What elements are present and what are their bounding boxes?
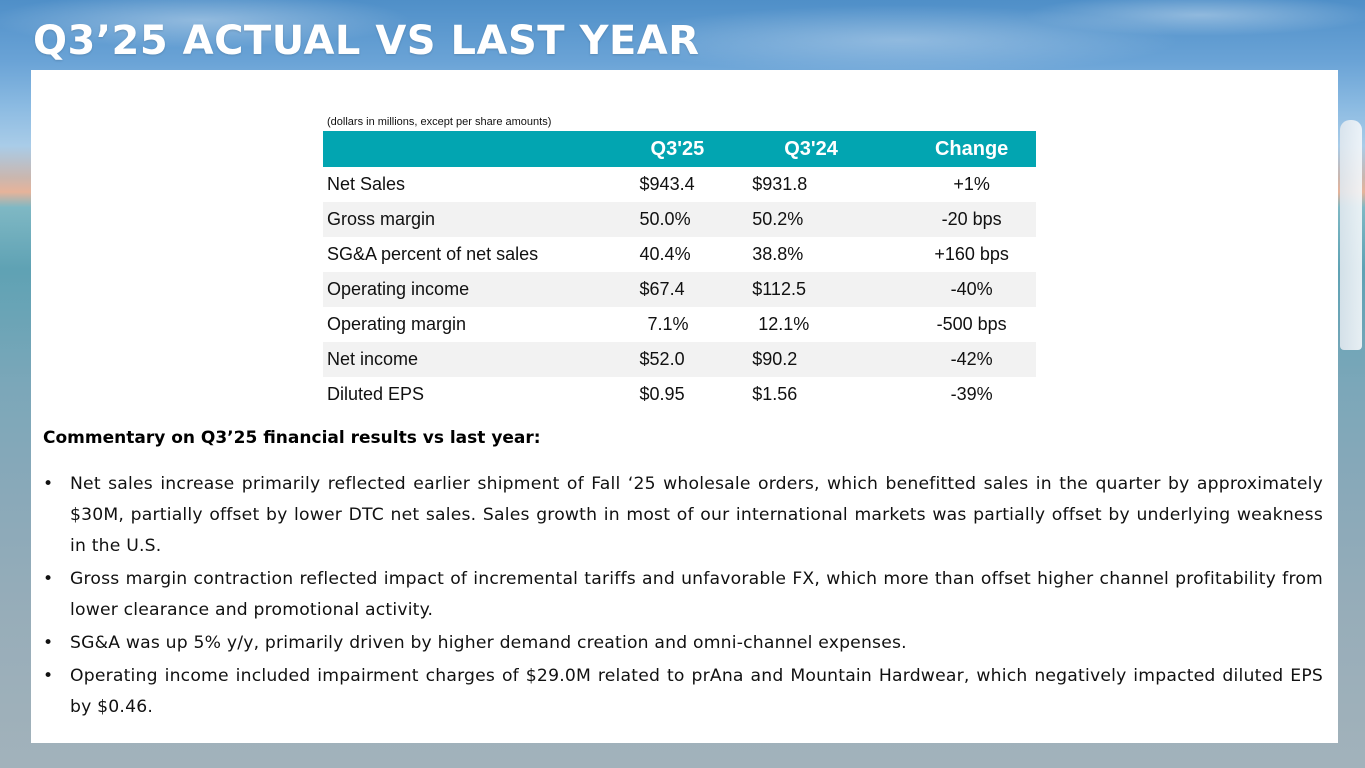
commentary-bullet-list: • Net sales increase primarily reflected… xyxy=(43,469,1323,723)
commentary-title: Commentary on Q3’25 financial results vs… xyxy=(43,428,541,448)
row-label: Operating income xyxy=(323,272,640,307)
row-label: Gross margin xyxy=(323,202,640,237)
row-change-value: +160 bps xyxy=(934,244,1009,264)
bullet-icon: • xyxy=(43,569,54,589)
row-change-value: -20 bps xyxy=(907,202,1036,237)
bullet-text: Gross margin contraction reflected impac… xyxy=(70,569,1323,620)
financial-results-table: Q3'25 Q3'24 Change Net Sales $943.4 $931… xyxy=(323,131,1036,412)
row-q3-25-value: $67.4 xyxy=(639,272,753,307)
commentary-bullet-gross-margin: • Gross margin contraction reflected imp… xyxy=(43,564,1323,626)
header-change: Change xyxy=(907,131,1036,167)
units-note: (dollars in millions, except per share a… xyxy=(327,116,552,128)
header-label xyxy=(323,131,640,167)
bullet-icon: • xyxy=(43,474,54,494)
bullet-icon: • xyxy=(43,666,54,686)
content-panel: (dollars in millions, except per share a… xyxy=(31,70,1338,743)
bullet-icon: • xyxy=(43,633,54,653)
row-q3-25-value: 7.1% xyxy=(647,314,689,334)
row-q3-24-value: $931.8 xyxy=(752,174,808,194)
background-figure xyxy=(1340,120,1362,350)
table-header-row: Q3'25 Q3'24 Change xyxy=(323,131,1036,167)
row-q3-24-value: 12.1% xyxy=(758,314,810,334)
table-row-gross-margin: Gross margin 50.0% 50.2% -20 bps xyxy=(323,202,1036,237)
row-q3-24-value: 50.2% xyxy=(752,202,908,237)
row-label: Net Sales xyxy=(327,174,406,194)
table-row-operating-income: Operating income $67.4 $112.5 -40% xyxy=(323,272,1036,307)
header-q3-25: Q3'25 xyxy=(639,131,753,167)
table-row-operating-margin: Operating margin 7.1% 12.1% -500 bps xyxy=(323,307,1036,342)
row-label: SG&A percent of net sales xyxy=(327,244,539,264)
table-row-net-income: Net income $52.0 $90.2 -42% xyxy=(323,342,1036,377)
row-q3-25-value: 40.4% xyxy=(639,244,691,264)
row-q3-24-value: $1.56 xyxy=(752,384,798,404)
table-row-diluted-eps: Diluted EPS $0.95 $1.56 -39% xyxy=(323,377,1036,412)
row-change-value: -42% xyxy=(907,342,1036,377)
row-q3-24-value: $90.2 xyxy=(752,342,908,377)
table-row-sga-percent: SG&A percent of net sales 40.4% 38.8% +1… xyxy=(323,237,1036,272)
row-change-value: -39% xyxy=(950,384,993,404)
header-q3-24: Q3'24 xyxy=(752,131,908,167)
commentary-bullet-sga: • SG&A was up 5% y/y, primarily driven b… xyxy=(43,628,1323,659)
financial-table-section: (dollars in millions, except per share a… xyxy=(323,114,1036,412)
page-title: Q3’25 ACTUAL VS LAST YEAR xyxy=(33,18,700,64)
row-q3-24-value: $112.5 xyxy=(752,272,908,307)
row-q3-24-value: 38.8% xyxy=(752,244,804,264)
row-label: Net income xyxy=(323,342,640,377)
bullet-text: Net sales increase primarily reflected e… xyxy=(70,474,1323,556)
row-q3-25-value: $0.95 xyxy=(639,384,685,404)
row-change-value: -500 bps xyxy=(936,314,1007,334)
row-change-value: -40% xyxy=(907,272,1036,307)
row-change-value: +1% xyxy=(953,174,990,194)
commentary-bullet-net-sales: • Net sales increase primarily reflected… xyxy=(43,469,1323,562)
table-row-net-sales: Net Sales $943.4 $931.8 +1% xyxy=(323,167,1036,202)
bullet-text: SG&A was up 5% y/y, primarily driven by … xyxy=(70,633,907,653)
row-q3-25-value: $943.4 xyxy=(639,174,695,194)
commentary-section: Commentary on Q3’25 financial results vs… xyxy=(43,426,1323,725)
row-label: Operating margin xyxy=(327,314,467,334)
row-q3-25-value: $52.0 xyxy=(639,342,753,377)
row-q3-25-value: 50.0% xyxy=(639,202,753,237)
row-label: Diluted EPS xyxy=(327,384,425,404)
bullet-text: Operating income included impairment cha… xyxy=(70,666,1323,717)
commentary-bullet-operating-income: • Operating income included impairment c… xyxy=(43,661,1323,723)
